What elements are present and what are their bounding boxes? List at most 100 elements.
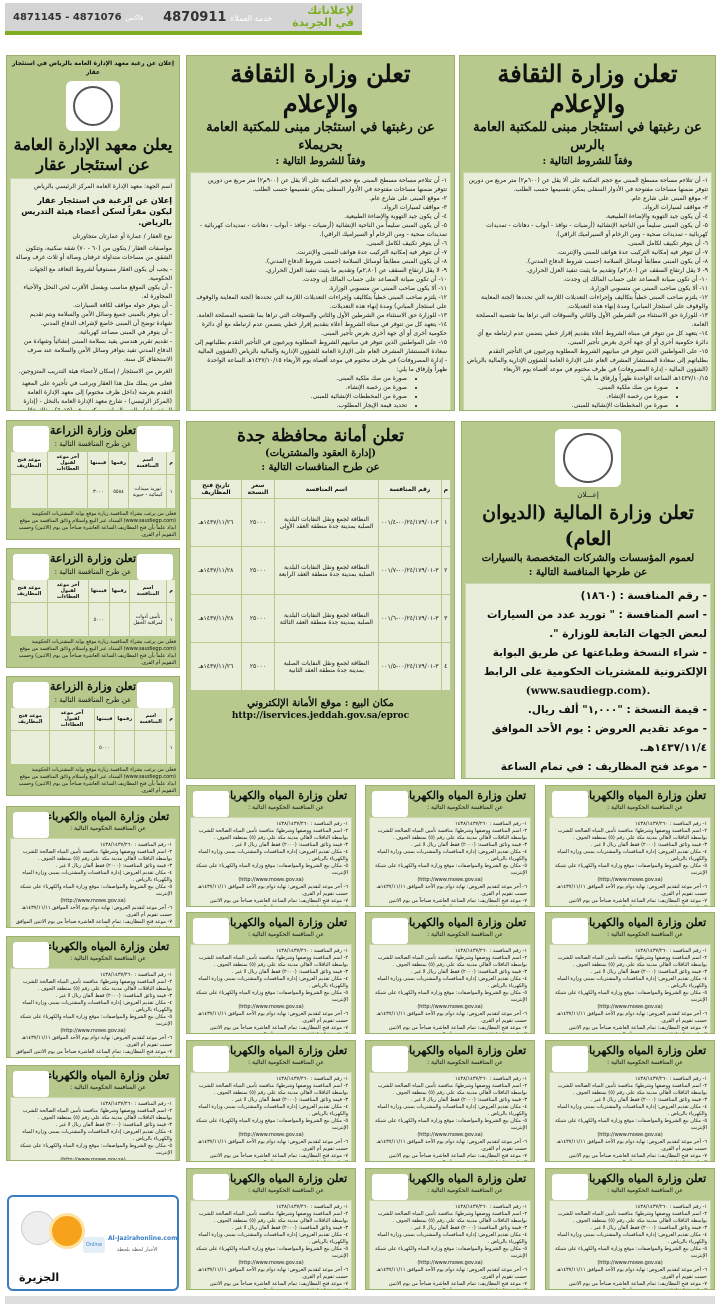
table-cell: النظافة لجمع ونقل النفايات الصلبة بمدينة… xyxy=(273,642,380,691)
fax-label: فاكس xyxy=(125,13,144,22)
tender-detail: ٢- اسم المنافسة ووصفها وشرطها: منافسة تأ… xyxy=(22,1108,172,1121)
ad-title: تعلن وزارة الثقافة والإعلام xyxy=(230,59,411,118)
tender-detail: ٦- آخر موعد لتقديم العروض: نهاية دوام يو… xyxy=(556,1267,707,1280)
ad-title: تعلن وزارة المياه والكهرباء xyxy=(46,940,170,953)
ad-ministry-water-electricity: تعلن وزارة المياه والكهرباء عن المنافسة ا… xyxy=(186,1040,356,1162)
ad-subtitle: عن المنافسة الحكومية التالية : xyxy=(248,804,324,811)
column-header: م xyxy=(166,707,176,731)
tender-detail: ٤- مكان تقديم العروض: إدارة المنافسات وا… xyxy=(557,976,707,989)
ad-title-2: عن استئجار عقار xyxy=(36,155,150,174)
tender-detail: (http://www.mowe.gov.sa) xyxy=(597,1260,663,1266)
attachment-item: صورة من المخططات الإنشائية للمبنى. xyxy=(467,401,668,410)
column-header: م xyxy=(440,479,452,499)
condition-item: ١٥- على المواطنين الذين تتوفر في مبانيهم… xyxy=(194,339,447,373)
tender-detail: ٣- قيمة وثائق المنافسة: (٢٠٠٠) فقط ألفان… xyxy=(231,1225,348,1231)
ad-title: تعلن أمانة محافظة جدة xyxy=(237,426,404,446)
ad-ministry-agriculture: تعلن وزارة الزراعة عن طرح المنافسة التالي… xyxy=(6,676,180,796)
water-ministry-logo xyxy=(193,1046,229,1072)
tender-detail: ٣- قيمة وثائق المنافسة: (٢٠٠٠) فقط ألفان… xyxy=(231,969,348,975)
tender-detail: ٦- آخر موعد لتقديم العروض: نهاية دوام يو… xyxy=(197,1011,348,1024)
column-header: اسم المنافسة xyxy=(128,579,168,603)
ad-ministry-water-electricity: تعلن وزارة المياه والكهرباء عن المنافسة ا… xyxy=(365,1040,535,1162)
ad-title: تعلن وزارة المياه والكهرباء xyxy=(403,1172,527,1185)
condition-item: ٤- أن يكون جيد التهوية والإضاءة الطبيعية… xyxy=(605,213,708,220)
site-link[interactable]: Al-Jazirahonline.com xyxy=(108,1235,178,1242)
water-ministry-logo xyxy=(372,1046,408,1072)
ad-aljazirah-online: Online Al-Jazirahonline.com الأخبار لحظة… xyxy=(7,1195,179,1291)
tender-details: ١- رقم المنافسة : ١٤٣٨/١٤٣٧/٢٦٠ ٢- اسم ال… xyxy=(10,838,176,927)
condition-item: ١- أن تتلاءم مساحة مسطح المبنى مع حجم ال… xyxy=(468,177,708,193)
tender-detail: (http://www.mowe.gov.sa) xyxy=(238,1132,304,1138)
ad-footer: فعلى من يرغب بشراء المنافسة زيارة موقع ب… xyxy=(18,767,176,794)
attachment-item: شهادة من الدفاع المدني. xyxy=(194,410,407,411)
ad-subtitle: عن المنافسة الحكومية التالية : xyxy=(607,1059,683,1066)
headline: إعلان عن الرغبة في استئجار عقار ليكون مق… xyxy=(21,196,172,227)
tender-detail: ٦- آخر موعد لتقديم العروض: نهاية دوام يو… xyxy=(197,1139,348,1152)
tender-detail: ٧- موعد فتح المظاريف: تمام الساعة العاشر… xyxy=(209,1153,348,1161)
tender-detail: ١- رقم المنافسة : ١٤٣٨/١٤٣٧/٢٦٠ xyxy=(455,821,527,827)
tender-detail: ٤- مكان تقديم العروض: إدارة المنافسات وا… xyxy=(198,976,348,989)
tender-detail: ٤- مكان تقديم العروض: إدارة المنافسات وا… xyxy=(198,1232,348,1245)
tender-detail: ٢- اسم المنافسة ووصفها وشرطها: منافسة تأ… xyxy=(22,849,172,862)
tender-details: ١- رقم المنافسة : ١٤٣٨/١٤٣٧/٢٦٠ ٢- اسم ال… xyxy=(190,817,352,906)
tender-detail: (http://www.mowe.gov.sa) xyxy=(238,1004,304,1010)
water-ministry-logo xyxy=(13,1071,49,1097)
table-cell: ٢٥٠٠٠ xyxy=(240,594,275,643)
tender-detail: ٢- اسم المنافسة ووصفها وشرطها: منافسة تأ… xyxy=(377,955,527,968)
column-header: م xyxy=(166,579,176,603)
tender-detail: (http://www.mowe.gov.sa) xyxy=(417,877,483,883)
table-cell: ٥٠٠٠ xyxy=(87,602,110,637)
attachment-item: صورة من صك ملكية المبنى. xyxy=(194,374,407,383)
attachments-list: صورة من صك ملكية المبنى.صورة من رخصة الإ… xyxy=(467,383,668,411)
tender-detail: ٤- مكان تقديم العروض: إدارة المنافسات وا… xyxy=(377,976,527,989)
table-cell: ٢٥٠٠٠ xyxy=(240,642,275,691)
ad-subtitle-2: عن طرحها المنافسة التالية : xyxy=(528,567,648,578)
ministry-finance-logo xyxy=(555,429,621,487)
sale-url[interactable]: http://iservices.jeddah.gov.sa/eproc xyxy=(231,711,410,721)
tender-detail: ٣- قيمة وثائق المنافسة: (٢٠٠٠) فقط ألفان… xyxy=(590,969,707,975)
tender-details: ١- رقم المنافسة : ١٤٣٨/١٤٣٧/٢٦٠ ٢- اسم ال… xyxy=(10,1097,176,1160)
water-ministry-logo xyxy=(193,1174,229,1200)
tender-details: ١- رقم المنافسة : ١٤٣٨/١٤٣٧/٢٦٠ ٢- اسم ال… xyxy=(190,1200,352,1289)
column-header: اسم المنافسة xyxy=(127,451,168,475)
tender-detail: ٤- مكان تقديم العروض: إدارة المنافسات وا… xyxy=(557,849,707,862)
tender-detail: ٣- قيمة وثائق المنافسة: (٢٠٠٠) فقط ألفان… xyxy=(410,969,527,975)
table-cell: ٣٠٠٠ xyxy=(87,474,110,509)
tender-detail: ٣- قيمة وثائق المنافسة: (٢٠٠٠) فقط ألفان… xyxy=(590,1097,707,1103)
condition-item: ٩- لا يقل ارتفاع السقف عن (٢,٨٠م) وتقديم… xyxy=(526,267,708,274)
column-header: موعد فتح المظاريف xyxy=(9,451,49,475)
table-cell: ٢٥٠٠٠ xyxy=(240,498,275,547)
ad-ministry-agriculture: تعلن وزارة الزراعة عن طرح المنافسة التالي… xyxy=(6,548,180,668)
tender-detail: ٢- اسم المنافسة ووصفها وشرطها: منافسة تأ… xyxy=(198,1211,348,1224)
column-header: قيمتها xyxy=(93,707,116,731)
ad-ministry-water-electricity: تعلن وزارة المياه والكهرباء عن المنافسة ا… xyxy=(6,806,180,928)
ad-ministry-water-electricity: تعلن وزارة المياه والكهرباء عن المنافسة ا… xyxy=(186,912,356,1034)
property-specs: مواصفات العقار / يتكون من (٦٠ - ٧٠) شقة … xyxy=(15,245,172,261)
agriculture-logo xyxy=(13,426,49,452)
ad-footer: فعلى من يرغب بشراء المنافسة زيارة موقع ب… xyxy=(18,639,176,666)
attachment-item: تحديد قيمة الإيجار المطلوب. xyxy=(467,410,668,411)
ad-title: تعلن وزارة الزراعة xyxy=(49,680,137,693)
water-ministry-logo xyxy=(552,1174,588,1200)
column-header: قيمتها xyxy=(87,579,110,603)
table-cell xyxy=(9,602,49,637)
tender-detail: ٦- آخر موعد لتقديم العروض: نهاية دوام يو… xyxy=(376,1139,527,1152)
tender-details: ١- رقم المنافسة : ١٤٣٨/١٤٣٧/٢٦٠ ٢- اسم ال… xyxy=(369,944,531,1033)
tender-detail: ٥- مكان بيع الشروط والمواصفات: موقع وزار… xyxy=(19,1014,172,1027)
table-cell: ١٤٣٧/١١/٢٦هـ xyxy=(190,498,242,547)
tender-detail: (http://www.mowe.gov.sa) xyxy=(417,1260,483,1266)
tender-detail: ٢- اسم المنافسة ووصفها وشرطها: منافسة تأ… xyxy=(22,979,172,992)
tender-detail: ٧- موعد فتح المظاريف: تمام الساعة العاشر… xyxy=(209,898,348,906)
condition-item: ٥- أن يكون المبنى سليماً من الناحية الإن… xyxy=(486,222,708,238)
tender-detail: ٧- موعد فتح المظاريف: تمام الساعة العاشر… xyxy=(15,1049,172,1057)
tenders-table: م رقم المنافسة اسم المنافسة سعر النسخة تاريخ… xyxy=(190,479,452,691)
tender-detail: ٦- آخر موعد لتقديم العروض: نهاية دوام يو… xyxy=(21,1035,172,1048)
purpose: الغرض من الاستئجار / إسكان لأعضاء هيئة ا… xyxy=(18,368,172,375)
ad-ministry-water-electricity: تعلن وزارة المياه والكهرباء عن المنافسة ا… xyxy=(186,785,356,907)
tender-detail: ٢- اسم المنافسة ووصفها وشرطها: منافسة تأ… xyxy=(557,828,707,841)
tender-detail: ٥- مكان بيع الشروط والمواصفات: موقع وزار… xyxy=(374,990,527,1003)
tender-detail: ٧- موعد فتح المظاريف: تمام الساعة العاشر… xyxy=(568,1025,707,1033)
tender-detail: ٤- مكان تقديم العروض: إدارة المنافسات وا… xyxy=(377,1232,527,1245)
ad-culture-rass: تعلن وزارة الثقافة والإعلام عن رغبتها في… xyxy=(459,55,716,411)
table-cell xyxy=(49,730,95,765)
